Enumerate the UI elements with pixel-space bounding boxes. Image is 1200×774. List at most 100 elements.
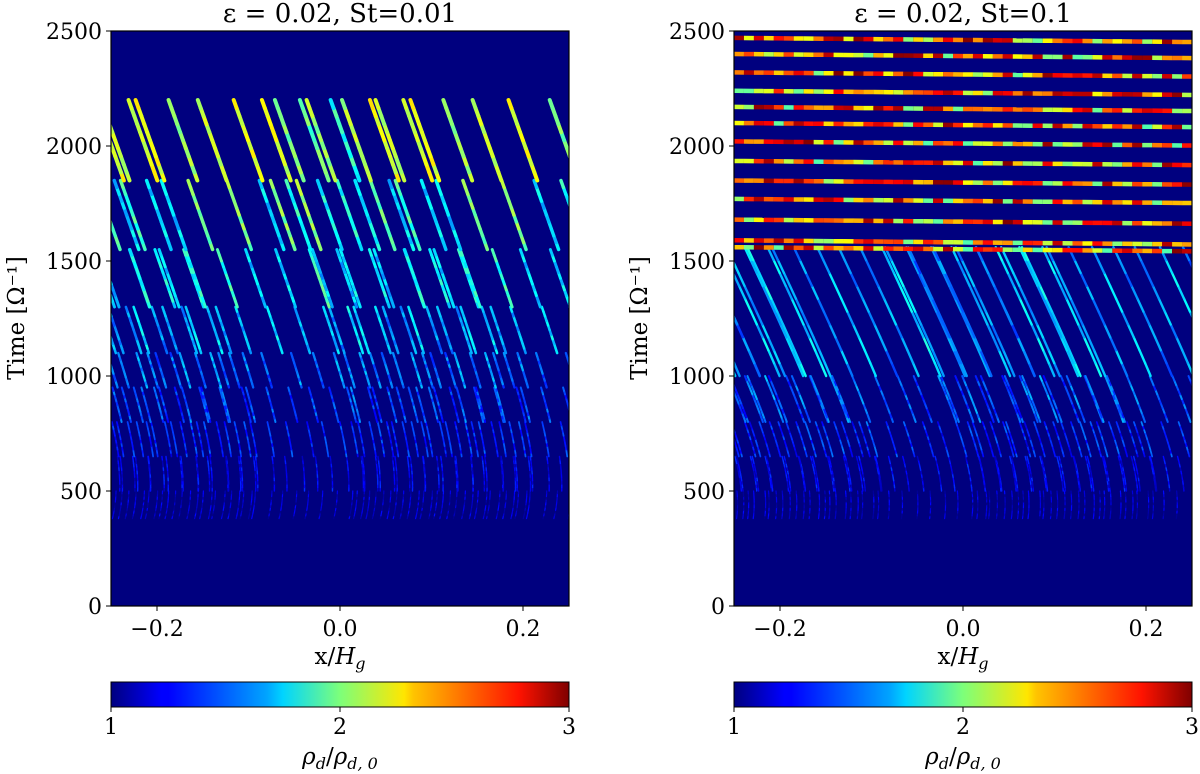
filament-segment (671, 446, 672, 449)
filament-segment (730, 356, 731, 359)
filament-segment (647, 401, 648, 404)
filament-segment (625, 510, 626, 513)
filament-segment (587, 446, 588, 449)
filament-segment (581, 510, 582, 513)
filament-segment (284, 421, 288, 427)
filament-segment (690, 278, 692, 284)
filament-segment (664, 377, 665, 380)
filament-segment (70, 356, 71, 359)
filament-segment (648, 405, 649, 408)
filament-segment (686, 398, 687, 401)
filament-segment (516, 351, 520, 358)
filament-segment (346, 305, 351, 313)
filament-segment (668, 429, 669, 432)
filament-segment (707, 453, 708, 456)
filament-segment (594, 374, 595, 377)
filament-segment (24, 187, 26, 194)
filament-segment (663, 374, 664, 377)
filament-segment (615, 425, 616, 428)
filament-segment (609, 405, 610, 408)
filament-segment (103, 408, 104, 411)
filament-segment (357, 421, 360, 427)
filament-segment (105, 384, 106, 387)
filament-segment (668, 408, 669, 411)
filament-segment (415, 386, 419, 392)
filament-segment (82, 316, 84, 321)
filament-segment (89, 453, 90, 456)
filament-segment (607, 398, 608, 401)
filament-segment (218, 386, 222, 392)
filament-segment (718, 290, 720, 296)
filament-segment (135, 421, 139, 427)
filament-segment (625, 513, 626, 516)
filament-segment (706, 450, 707, 453)
filament-segment (559, 421, 563, 427)
filament-segment (15, 236, 17, 243)
filament-segment (81, 443, 82, 446)
filament-segment (407, 386, 411, 392)
filament-segment (690, 439, 691, 442)
filament-segment (1, 194, 3, 201)
filament-segment (71, 453, 72, 456)
filament-segment (658, 450, 659, 453)
filament-segment (157, 248, 163, 257)
filament-segment (135, 351, 139, 358)
filament-segment (615, 374, 616, 377)
filament-segment (688, 429, 689, 432)
filament-segment (62, 348, 63, 353)
filament-segment (432, 386, 436, 392)
filament-segment (75, 215, 77, 222)
filament-segment (52, 450, 53, 453)
filament-segment (624, 284, 626, 290)
filament-segment (200, 386, 204, 392)
filament-segment (729, 510, 730, 513)
filament-segment (676, 510, 677, 513)
filament-segment (84, 425, 85, 428)
filament-segment (706, 321, 708, 326)
filament-segment (704, 513, 705, 516)
filament-segment (711, 335, 713, 340)
filament-segment (609, 516, 610, 519)
filament-segment (502, 351, 507, 358)
filament-segment (14, 391, 15, 394)
filament-segment (448, 386, 452, 392)
filament-segment (570, 367, 571, 370)
filament-segment (49, 307, 51, 312)
filament-segment (453, 351, 457, 358)
filament-segment (605, 391, 606, 394)
filament-segment (83, 412, 84, 415)
filament-segment (99, 510, 100, 513)
filament-segment (519, 386, 523, 392)
filament-segment (599, 432, 600, 435)
filament-segment (371, 386, 375, 392)
filament-segment (33, 425, 34, 428)
filament-segment (62, 415, 63, 418)
filament-segment (29, 201, 31, 208)
filament-segment (104, 381, 105, 384)
filament-segment (587, 401, 588, 404)
filament-segment (20, 412, 21, 415)
filament-segment (609, 353, 610, 356)
filament-segment (79, 412, 80, 415)
filament-segment (101, 401, 102, 404)
filament-segment (101, 307, 103, 312)
filament-segment (725, 391, 726, 394)
filament-segment (619, 443, 620, 446)
filament-segment (87, 360, 88, 363)
filament-segment (672, 450, 673, 453)
filament-segment (60, 408, 61, 411)
filament-segment (70, 446, 71, 449)
filament-segment (92, 513, 93, 516)
filament-segment (15, 439, 16, 442)
filament-segment (599, 284, 601, 290)
filament-segment (688, 405, 689, 408)
filament-segment (100, 446, 101, 449)
filament-segment (217, 351, 221, 358)
filament-segment (671, 443, 672, 446)
filament-segment (624, 394, 625, 397)
filament-segment (81, 330, 83, 335)
filament-segment (663, 513, 664, 516)
filament-segment (694, 290, 696, 296)
filament-segment (83, 453, 84, 456)
